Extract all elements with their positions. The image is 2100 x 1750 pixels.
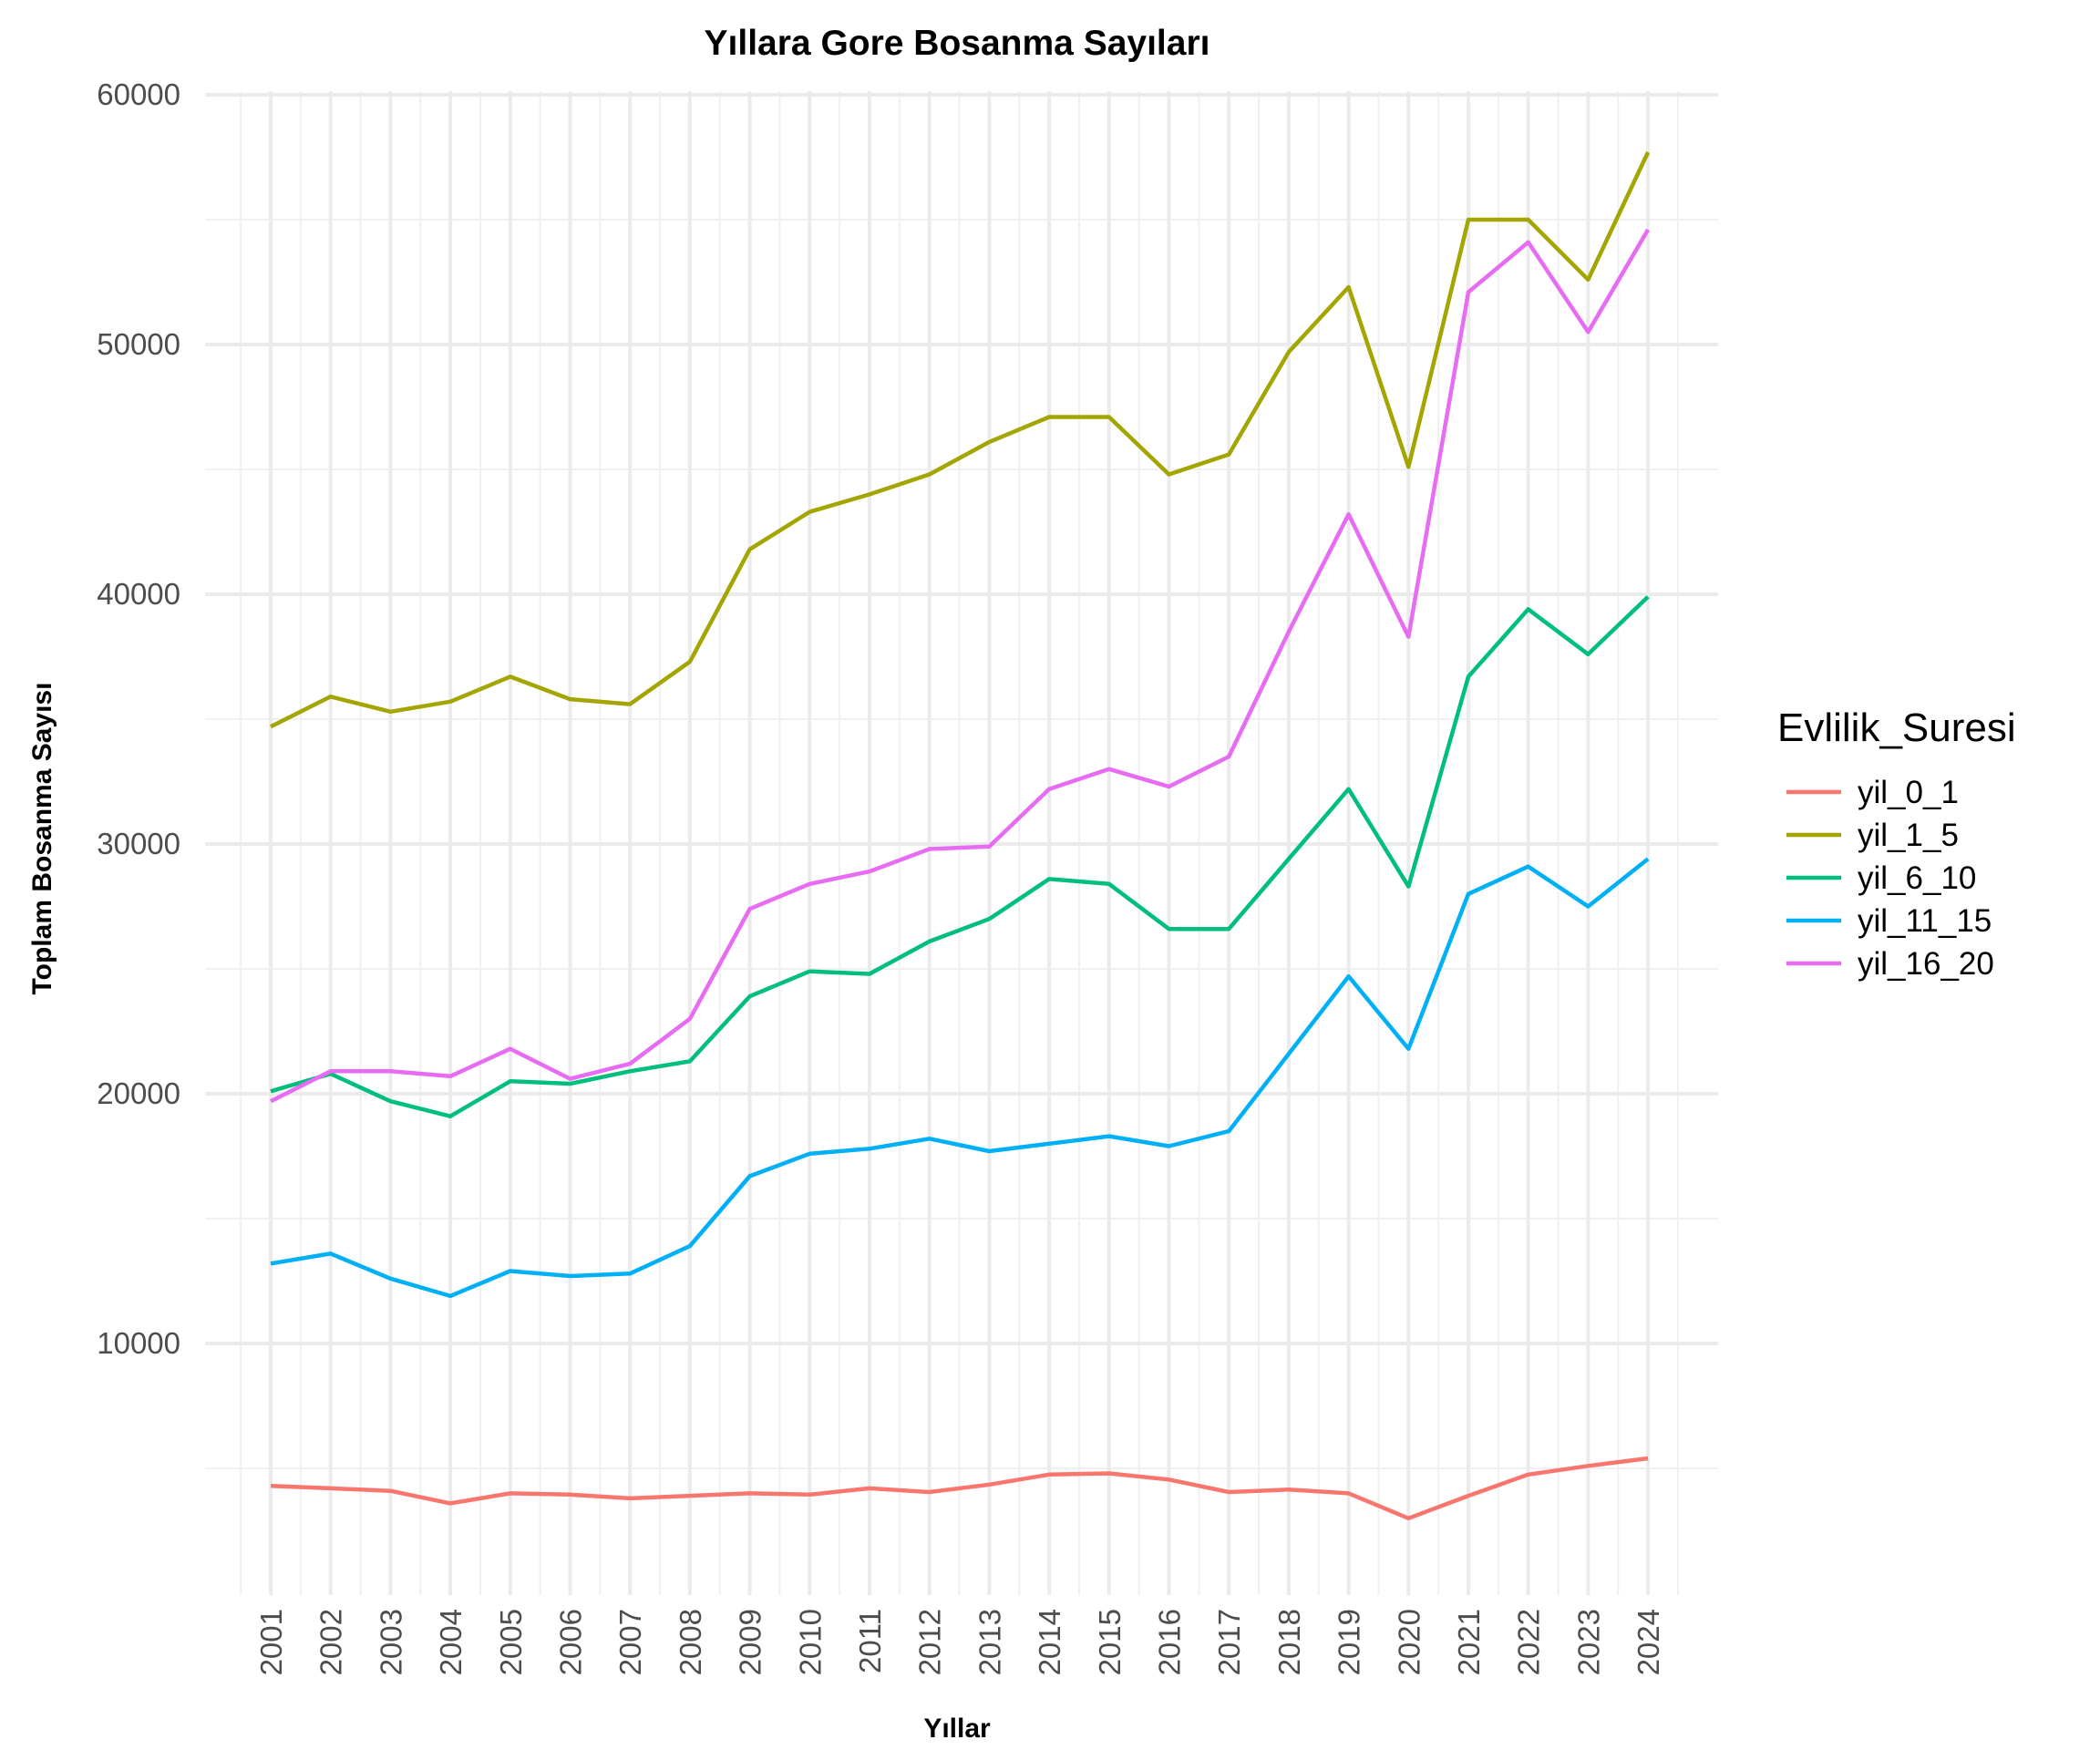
x-tick-label: 2009 (734, 1609, 767, 1675)
x-tick-label: 2001 (254, 1609, 288, 1675)
x-tick-label: 2014 (1033, 1609, 1066, 1675)
y-tick-label: 60000 (97, 77, 180, 111)
x-tick-labels: 2001 2002 2003 2004 2005 2006 2007 2008 2009 2010… (254, 1609, 1665, 1675)
x-tick-label: 2017 (1212, 1609, 1246, 1675)
x-tick-label: 2002 (314, 1609, 348, 1675)
grid-layer (205, 91, 1718, 1595)
x-tick-label: 2016 (1153, 1609, 1187, 1675)
x-tick-label: 2020 (1392, 1609, 1426, 1675)
x-tick-label: 2019 (1333, 1609, 1366, 1675)
x-tick-label: 2007 (613, 1609, 647, 1675)
y-axis-title: Toplam Bosanma Sayısı (27, 683, 57, 995)
x-tick-label: 2024 (1632, 1609, 1665, 1675)
x-axis-title: Yıllar (923, 1714, 991, 1744)
series-line-yil-1-5 (269, 151, 1651, 729)
x-tick-label: 2006 (554, 1609, 588, 1675)
chart-title: Yıllara Gore Bosanma Sayıları (705, 24, 1210, 63)
x-tick-label: 2015 (1093, 1609, 1127, 1675)
y-tick-labels: 10000 20000 30000 40000 50000 60000 (97, 77, 180, 1360)
y-tick-label: 10000 (97, 1326, 180, 1360)
y-tick-label: 40000 (97, 577, 180, 611)
legend-title: Evlilik_Suresi (1777, 705, 2016, 750)
series-line-yil-16-20 (269, 228, 1651, 1104)
x-tick-label: 2005 (494, 1609, 528, 1675)
legend-label: yil_16_20 (1858, 946, 1994, 982)
y-tick-label: 50000 (97, 327, 180, 361)
x-tick-label: 2013 (973, 1609, 1006, 1675)
series-line-yil-6-10 (270, 595, 1650, 1118)
x-tick-label: 2021 (1452, 1609, 1486, 1675)
legend: Evlilik_Suresi yil_0_1 yil_1_5 yil_6_10yil… (1777, 705, 2016, 982)
x-tick-label: 2004 (434, 1609, 468, 1675)
x-tick-label: 2003 (374, 1609, 407, 1675)
y-tick-label: 30000 (97, 827, 180, 860)
x-tick-label: 2023 (1571, 1609, 1605, 1675)
legend-label: yil_0_1 (1858, 775, 1959, 810)
legend-label: yil_6_10 (1858, 860, 1976, 896)
y-tick-label: 20000 (97, 1076, 180, 1110)
x-tick-label: 2022 (1512, 1609, 1546, 1675)
series-line-yil-11-15 (270, 857, 1650, 1299)
x-tick-label: 2018 (1272, 1609, 1306, 1675)
series-line-yil-0-1 (270, 1456, 1649, 1521)
legend-label: yil_11_15 (1858, 903, 1992, 939)
x-tick-label: 2012 (913, 1609, 947, 1675)
series-lines-layer (269, 151, 1651, 1521)
x-tick-label: 2008 (674, 1609, 707, 1675)
x-tick-label: 2011 (853, 1609, 887, 1673)
legend-label: yil_1_5 (1858, 818, 1959, 853)
x-tick-label: 2010 (793, 1609, 827, 1675)
